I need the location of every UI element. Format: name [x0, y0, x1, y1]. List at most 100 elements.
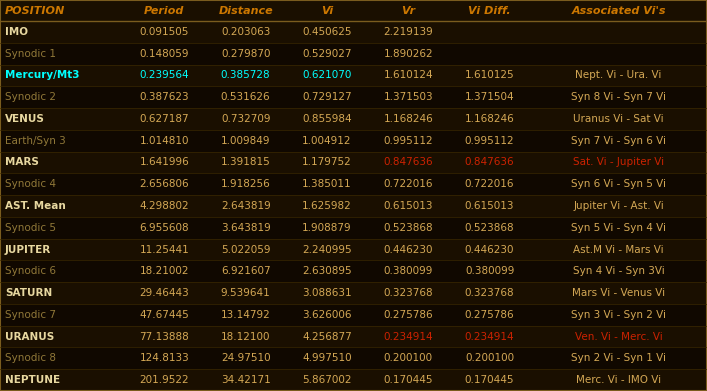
Text: 0.523868: 0.523868	[383, 223, 433, 233]
Text: 29.46443: 29.46443	[139, 288, 189, 298]
Text: 0.446230: 0.446230	[383, 244, 433, 255]
Text: 0.275786: 0.275786	[464, 310, 515, 320]
Text: 0.380099: 0.380099	[465, 266, 514, 276]
Text: 1.908879: 1.908879	[302, 223, 352, 233]
Text: 1.625982: 1.625982	[302, 201, 352, 211]
Text: 13.14792: 13.14792	[221, 310, 271, 320]
Text: 2.630895: 2.630895	[302, 266, 352, 276]
Text: 4.997510: 4.997510	[302, 353, 352, 363]
Text: 0.615013: 0.615013	[464, 201, 515, 211]
Text: 1.371504: 1.371504	[464, 92, 515, 102]
Text: 77.13888: 77.13888	[139, 332, 189, 342]
Text: Vr: Vr	[402, 5, 415, 16]
Bar	[0, 86, 707, 108]
Text: AST. Mean: AST. Mean	[5, 201, 66, 211]
Text: 1.641996: 1.641996	[139, 158, 189, 167]
Text: 0.995112: 0.995112	[383, 136, 433, 146]
Text: 0.855984: 0.855984	[302, 114, 352, 124]
Text: Nept. Vi - Ura. Vi: Nept. Vi - Ura. Vi	[575, 70, 662, 81]
Bar	[0, 239, 707, 260]
Text: 0.200100: 0.200100	[465, 353, 514, 363]
Bar	[0, 369, 707, 391]
Text: Vi Diff.: Vi Diff.	[468, 5, 511, 16]
Text: Syn 7 Vi - Syn 6 Vi: Syn 7 Vi - Syn 6 Vi	[571, 136, 666, 146]
Text: 0.995112: 0.995112	[464, 136, 515, 146]
Text: Distance: Distance	[218, 5, 273, 16]
Text: Synodic 4: Synodic 4	[5, 179, 56, 189]
Bar	[0, 0, 707, 21]
Text: Mercury/Mt3: Mercury/Mt3	[5, 70, 79, 81]
Text: 47.67445: 47.67445	[139, 310, 189, 320]
Text: 1.004912: 1.004912	[302, 136, 352, 146]
Text: Synodic 8: Synodic 8	[5, 353, 56, 363]
Bar	[0, 217, 707, 239]
Text: SATURN: SATURN	[5, 288, 52, 298]
Text: Ven. Vi - Merc. Vi: Ven. Vi - Merc. Vi	[575, 332, 662, 342]
Text: 24.97510: 24.97510	[221, 353, 271, 363]
Bar	[0, 282, 707, 304]
Text: 0.380099: 0.380099	[384, 266, 433, 276]
Text: 0.275786: 0.275786	[383, 310, 433, 320]
Text: 0.279870: 0.279870	[221, 48, 271, 59]
Text: 4.298802: 4.298802	[139, 201, 189, 211]
Text: Synodic 2: Synodic 2	[5, 92, 56, 102]
Text: Sat. Vi - Jupiter Vi: Sat. Vi - Jupiter Vi	[573, 158, 664, 167]
Text: 0.203063: 0.203063	[221, 27, 270, 37]
Text: 1.168246: 1.168246	[383, 114, 433, 124]
Text: VENUS: VENUS	[5, 114, 45, 124]
Text: URANUS: URANUS	[5, 332, 54, 342]
Text: 34.42171: 34.42171	[221, 375, 271, 385]
Text: 1.179752: 1.179752	[302, 158, 352, 167]
Text: 2.240995: 2.240995	[302, 244, 352, 255]
Bar	[0, 348, 707, 369]
Text: 0.621070: 0.621070	[303, 70, 351, 81]
Text: 3.626006: 3.626006	[302, 310, 352, 320]
Text: 201.9522: 201.9522	[139, 375, 189, 385]
Text: 5.867002: 5.867002	[302, 375, 352, 385]
Bar	[0, 173, 707, 195]
Text: 124.8133: 124.8133	[139, 353, 189, 363]
Text: POSITION: POSITION	[5, 5, 65, 16]
Text: 2.656806: 2.656806	[139, 179, 189, 189]
Bar	[0, 21, 707, 43]
Text: 3.088631: 3.088631	[302, 288, 352, 298]
Text: Syn 2 Vi - Syn 1 Vi: Syn 2 Vi - Syn 1 Vi	[571, 353, 666, 363]
Text: 1.385011: 1.385011	[302, 179, 352, 189]
Text: 2.219139: 2.219139	[383, 27, 433, 37]
Text: JUPITER: JUPITER	[5, 244, 51, 255]
Bar	[0, 152, 707, 173]
Text: Syn 5 Vi - Syn 4 Vi: Syn 5 Vi - Syn 4 Vi	[571, 223, 666, 233]
Text: 0.323768: 0.323768	[464, 288, 515, 298]
Bar	[0, 108, 707, 130]
Text: Synodic 5: Synodic 5	[5, 223, 56, 233]
Text: 0.615013: 0.615013	[383, 201, 433, 211]
Text: 0.446230: 0.446230	[464, 244, 515, 255]
Text: 0.234914: 0.234914	[464, 332, 515, 342]
Text: 18.12100: 18.12100	[221, 332, 271, 342]
Text: 0.387623: 0.387623	[139, 92, 189, 102]
Text: Vi: Vi	[321, 5, 333, 16]
Text: NEPTUNE: NEPTUNE	[5, 375, 60, 385]
Text: 0.531626: 0.531626	[221, 92, 271, 102]
Text: 3.643819: 3.643819	[221, 223, 271, 233]
Text: 0.450625: 0.450625	[302, 27, 352, 37]
Text: 0.847636: 0.847636	[383, 158, 433, 167]
Text: 5.022059: 5.022059	[221, 244, 271, 255]
Bar	[0, 43, 707, 65]
Text: 6.921607: 6.921607	[221, 266, 271, 276]
Text: 0.523868: 0.523868	[464, 223, 515, 233]
Text: Syn 8 Vi - Syn 7 Vi: Syn 8 Vi - Syn 7 Vi	[571, 92, 666, 102]
Text: 0.148059: 0.148059	[139, 48, 189, 59]
Text: Merc. Vi - IMO Vi: Merc. Vi - IMO Vi	[576, 375, 661, 385]
Text: 1.918256: 1.918256	[221, 179, 271, 189]
Text: Synodic 1: Synodic 1	[5, 48, 56, 59]
Text: Synodic 6: Synodic 6	[5, 266, 56, 276]
Text: 0.170445: 0.170445	[383, 375, 433, 385]
Text: MARS: MARS	[5, 158, 39, 167]
Text: 1.009849: 1.009849	[221, 136, 271, 146]
Bar	[0, 260, 707, 282]
Bar	[0, 195, 707, 217]
Text: Jupiter Vi - Ast. Vi: Jupiter Vi - Ast. Vi	[573, 201, 664, 211]
Text: 0.627187: 0.627187	[139, 114, 189, 124]
Text: 4.256877: 4.256877	[302, 332, 352, 342]
